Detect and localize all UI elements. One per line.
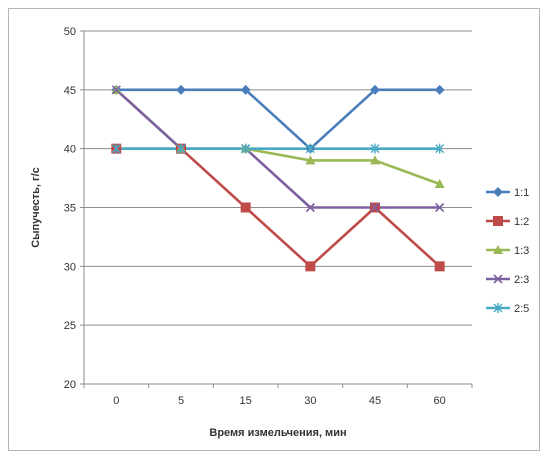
data-point: [370, 202, 380, 213]
data-point: [370, 143, 380, 154]
data-point: [435, 202, 445, 213]
legend-item: 1:2: [486, 216, 529, 228]
y-tick-label: 25: [64, 320, 76, 332]
legend-marker: [493, 303, 503, 313]
data-point: [305, 155, 316, 165]
legend-label: 2:5: [514, 303, 529, 315]
x-tick-label: 45: [369, 395, 381, 407]
legend-label: 2:3: [514, 274, 529, 286]
legend-marker: [493, 187, 503, 197]
x-tick-label: 5: [178, 395, 184, 407]
data-point: [305, 261, 316, 272]
line-chart: 20 25 30 35 40 45 50 0 5 15 30 45 60 Время измельчен…: [30, 26, 529, 439]
data-point: [370, 155, 380, 165]
series-line-0: [116, 88, 440, 150]
legend-item: 2:5: [486, 303, 529, 315]
data-point: [176, 84, 186, 95]
x-tick-label: 15: [240, 395, 252, 407]
legend-item: 1:1: [486, 187, 529, 199]
data-point: [111, 143, 121, 154]
legend-item: 2:3: [486, 274, 529, 286]
y-tick-label: 20: [64, 379, 76, 391]
series-markers: [111, 84, 445, 272]
y-tick-label: 40: [64, 144, 76, 156]
series-lines: [115, 88, 441, 268]
x-tick-label: 30: [304, 395, 316, 407]
data-point: [305, 143, 315, 154]
data-point: [434, 84, 445, 95]
series-line-2: [115, 88, 441, 186]
legend-item: 1:3: [486, 245, 529, 257]
chart-frame: 20 25 30 35 40 45 50 0 5 15 30 45 60 Время измельчен…: [8, 8, 540, 451]
legend-label: 1:3: [514, 245, 529, 257]
legend-marker: [493, 216, 503, 226]
x-tick-label: 60: [434, 395, 446, 407]
y-tick-label: 30: [64, 261, 76, 273]
series-line-3: [115, 88, 440, 209]
y-axis-title: Сыпучесть, г/с: [30, 167, 42, 248]
data-point: [435, 143, 445, 154]
data-point: [305, 202, 315, 213]
data-point: [176, 143, 186, 154]
data-point: [240, 202, 251, 213]
data-point: [434, 261, 445, 272]
y-tick-label: 45: [64, 85, 76, 97]
legend-label: 1:1: [514, 187, 529, 199]
y-tick-label: 35: [64, 203, 76, 215]
legend-label: 1:2: [514, 216, 529, 228]
legend: 1:1 1:2 1:3 2:3 2:5: [486, 187, 529, 315]
data-point: [241, 143, 251, 154]
legend-marker: [493, 274, 503, 284]
x-tick-label: 0: [113, 395, 119, 407]
data-point: [240, 84, 251, 95]
data-point: [434, 178, 445, 188]
x-axis-title: Время измельчения, мин: [209, 427, 346, 439]
data-point: [111, 85, 121, 95]
y-tick-label: 50: [64, 26, 76, 38]
axes: 20 25 30 35 40 45 50 0 5 15 30 45 60: [64, 26, 473, 407]
legend-marker: [493, 245, 503, 254]
data-point: [370, 84, 380, 95]
